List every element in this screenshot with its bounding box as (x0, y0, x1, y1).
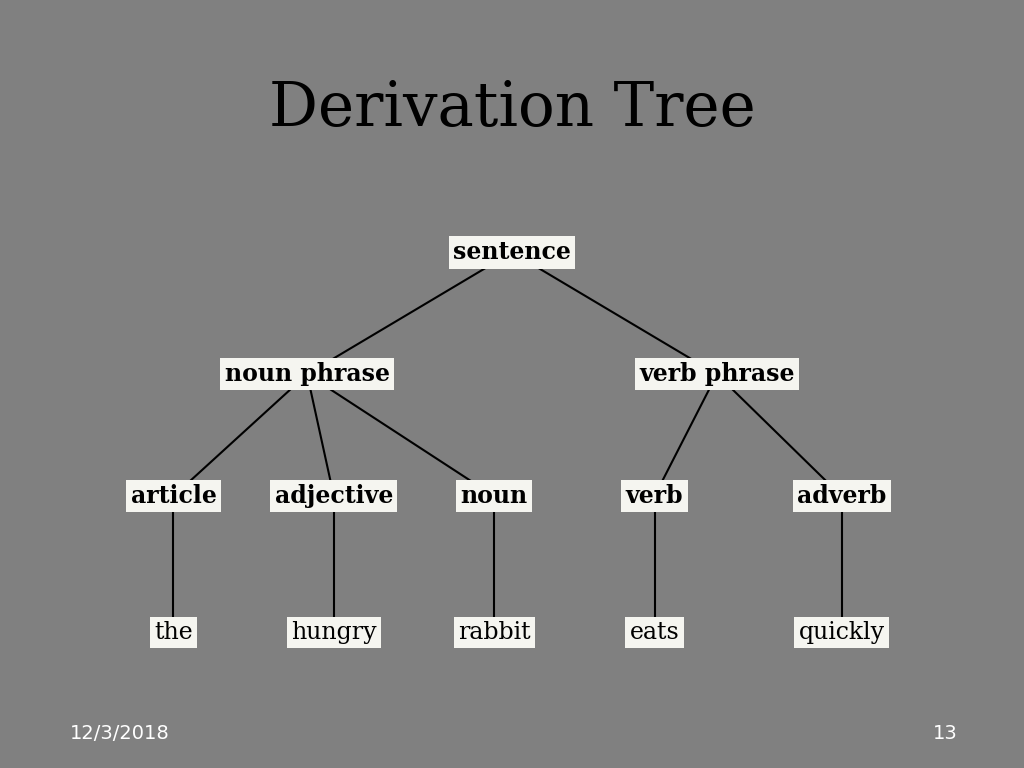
Text: 13: 13 (933, 724, 957, 743)
Text: 12/3/2018: 12/3/2018 (70, 724, 169, 743)
Text: article: article (130, 484, 216, 508)
Text: Derivation Tree: Derivation Tree (268, 79, 756, 140)
Text: adverb: adverb (797, 484, 887, 508)
Text: quickly: quickly (799, 621, 885, 644)
Text: noun phrase: noun phrase (224, 362, 389, 386)
Text: hungry: hungry (291, 621, 377, 644)
Text: noun: noun (461, 484, 527, 508)
Text: eats: eats (630, 621, 679, 644)
Text: sentence: sentence (453, 240, 571, 264)
Text: rabbit: rabbit (458, 621, 530, 644)
Text: verb: verb (626, 484, 683, 508)
Text: the: the (154, 621, 193, 644)
Text: verb phrase: verb phrase (639, 362, 795, 386)
Text: adjective: adjective (274, 484, 393, 508)
